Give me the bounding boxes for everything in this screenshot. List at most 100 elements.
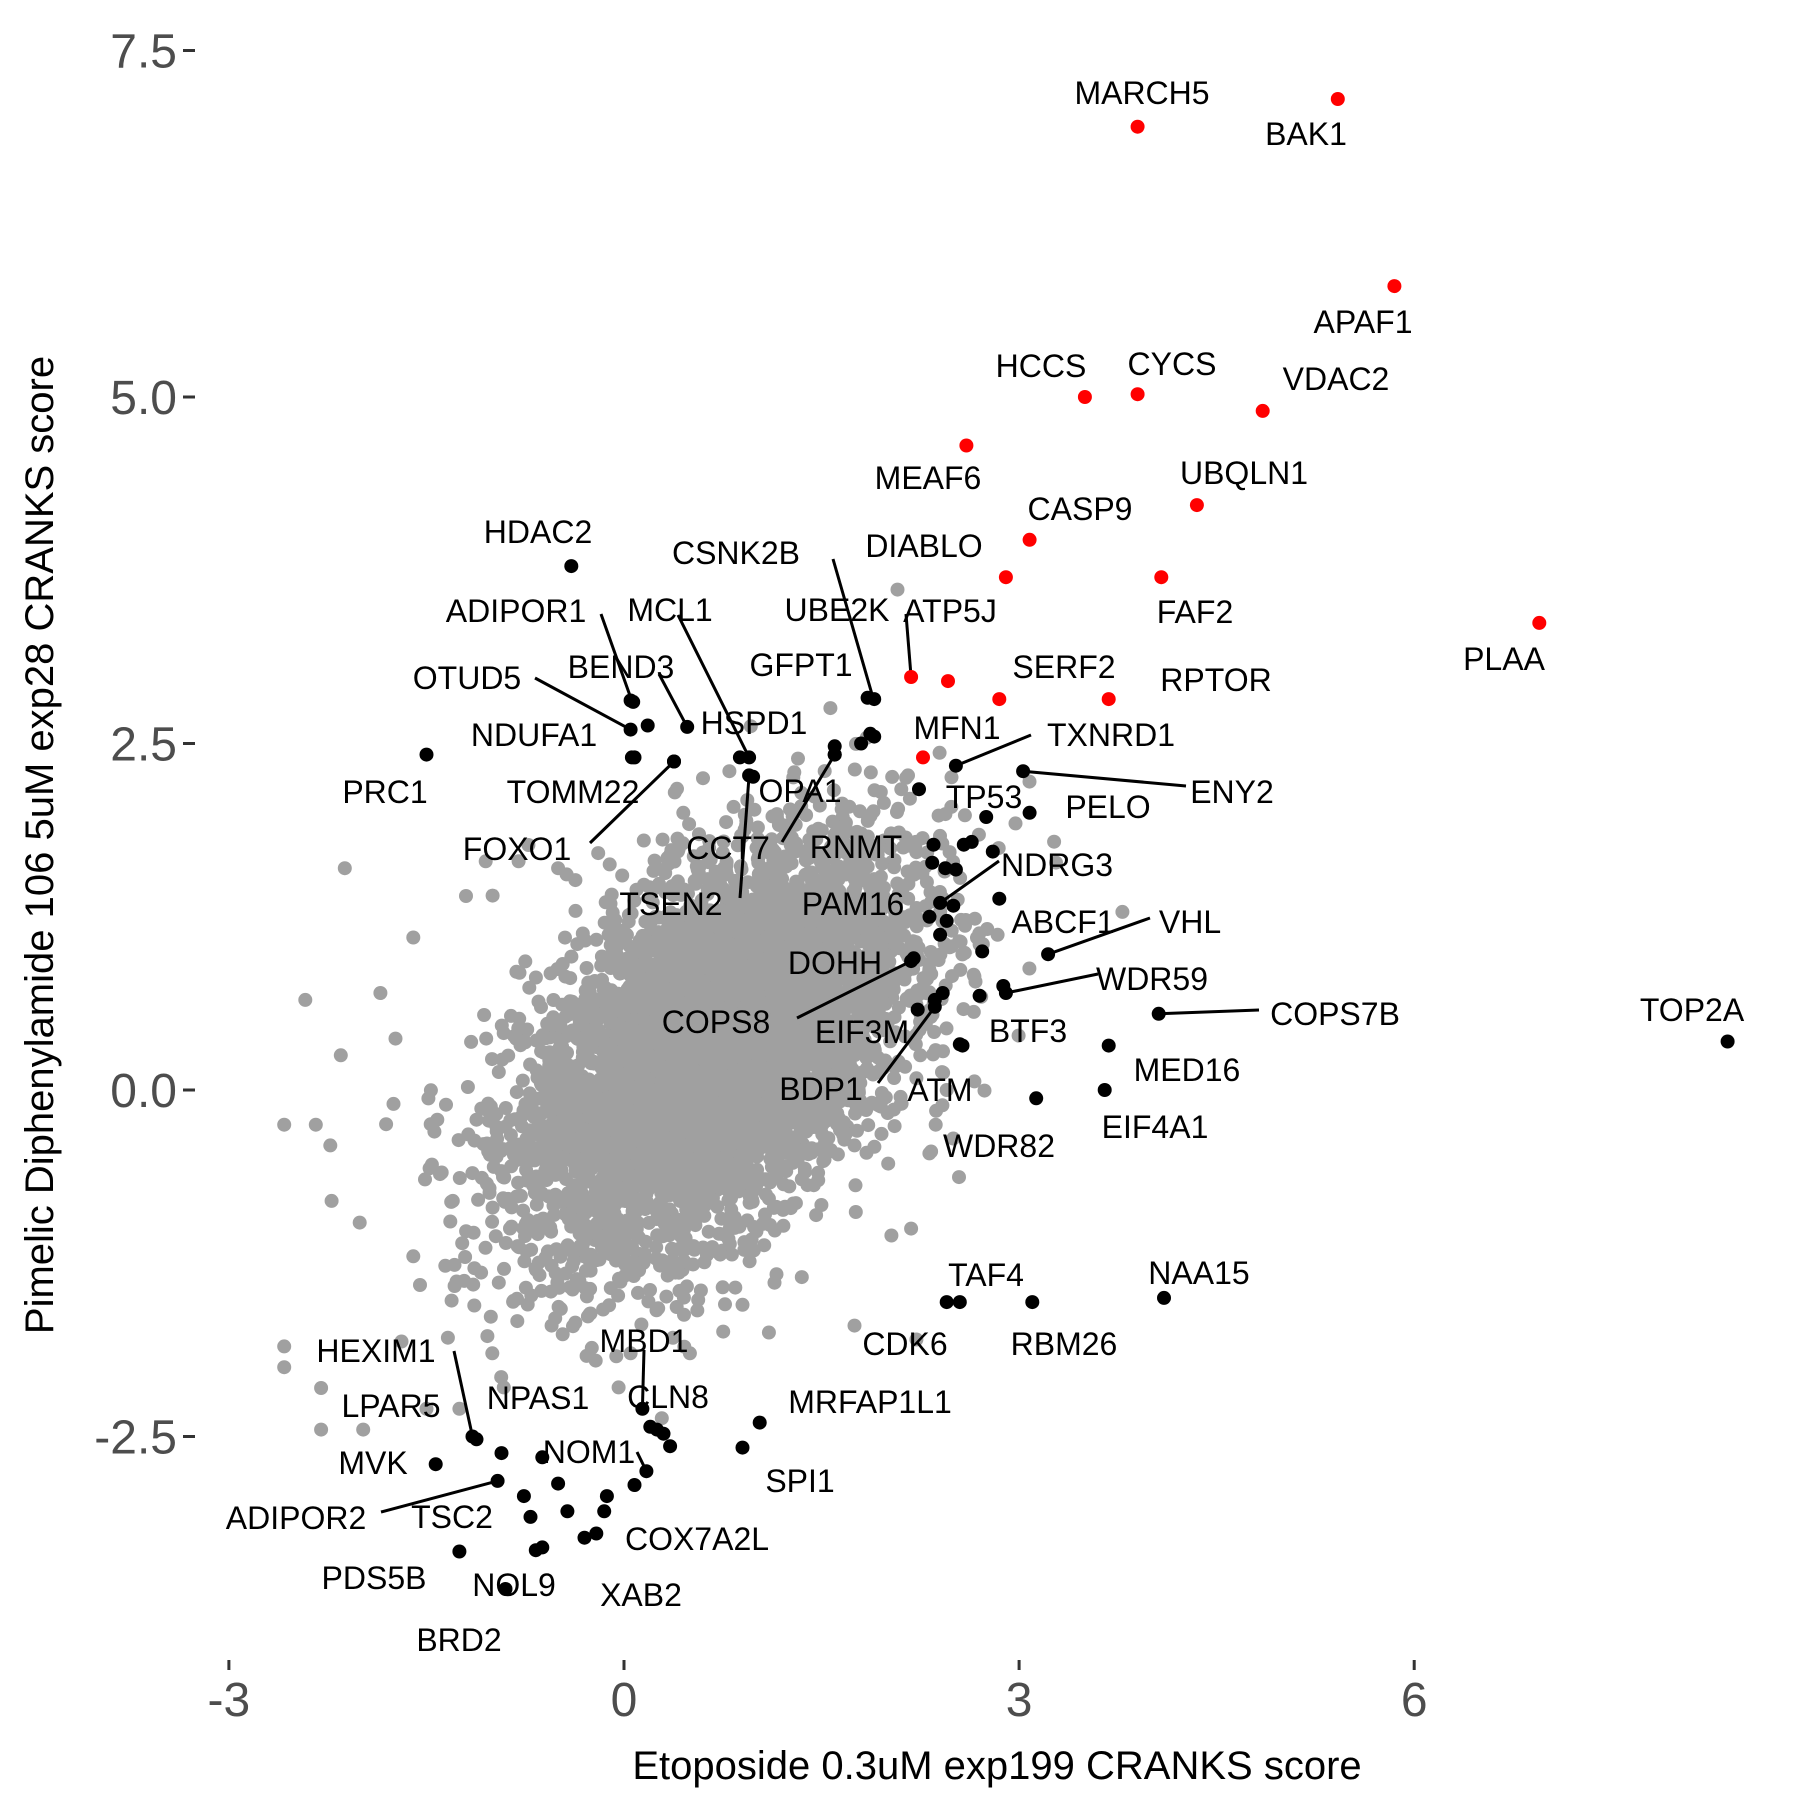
background-point: [692, 827, 706, 842]
background-point: [1049, 855, 1063, 870]
background-point: [578, 991, 593, 1006]
background-point: [990, 927, 1005, 942]
background-point: [783, 838, 798, 852]
background-point: [602, 857, 617, 872]
background-point: [952, 1170, 966, 1185]
background-point: [944, 770, 959, 785]
background-point: [641, 1294, 656, 1309]
background-point: [939, 1021, 954, 1036]
background-point: [1022, 961, 1037, 976]
background-point: [481, 1096, 496, 1111]
background-point: [824, 839, 838, 854]
background-point: [654, 1411, 669, 1426]
background-point: [532, 1268, 547, 1283]
background-point: [520, 1022, 535, 1037]
background-point: [823, 701, 838, 716]
background-point: [583, 1263, 598, 1278]
background-point-cloud: [277, 582, 1130, 1437]
background-point: [644, 943, 659, 958]
background-point: [625, 940, 640, 955]
background-point: [874, 1126, 889, 1141]
background-point: [433, 1167, 447, 1182]
background-point: [498, 1236, 513, 1250]
background-point: [967, 1074, 982, 1089]
background-point: [616, 1041, 631, 1056]
background-point: [870, 844, 885, 859]
background-point: [967, 969, 982, 984]
background-point: [830, 1106, 845, 1121]
background-point: [918, 899, 933, 914]
background-point: [812, 798, 827, 813]
background-point: [677, 882, 691, 897]
background-point: [674, 1229, 688, 1244]
background-point: [868, 1096, 883, 1111]
background-point: [509, 964, 524, 979]
background-point: [483, 1309, 498, 1324]
background-point: [535, 1068, 550, 1083]
background-point: [631, 1230, 646, 1245]
background-point: [733, 859, 748, 874]
background-point: [873, 869, 888, 884]
background-point: [613, 1274, 628, 1289]
background-point: [518, 954, 533, 969]
background-point: [561, 1117, 576, 1132]
background-point: [721, 1232, 736, 1246]
background-point: [796, 1142, 811, 1157]
background-point: [547, 1069, 562, 1084]
background-point: [867, 1040, 882, 1055]
background-point: [743, 719, 758, 734]
background-point: [724, 1247, 739, 1262]
background-point: [967, 911, 982, 926]
background-point: [444, 1293, 459, 1308]
background-point: [697, 1255, 712, 1270]
background-point: [665, 1330, 680, 1345]
background-point: [540, 1016, 555, 1031]
background-point: [447, 1257, 462, 1272]
background-point: [602, 1225, 617, 1240]
background-point: [517, 1254, 532, 1269]
background-point: [861, 1118, 876, 1133]
background-point: [878, 996, 893, 1011]
background-point: [563, 971, 578, 986]
background-point: [504, 1159, 519, 1174]
background-point: [570, 937, 585, 952]
background-point: [670, 781, 684, 796]
background-point: [531, 1255, 546, 1270]
background-point: [782, 1179, 797, 1194]
background-point: [887, 1119, 902, 1134]
background-point: [480, 1329, 495, 1344]
background-point: [615, 868, 630, 883]
background-point: [477, 1008, 492, 1022]
background-point: [447, 1279, 462, 1293]
background-point: [528, 1107, 543, 1122]
background-point: [589, 932, 604, 947]
background-point: [379, 1117, 394, 1132]
background-point: [1011, 1028, 1026, 1043]
background-point: [478, 1240, 493, 1255]
background-point: [719, 815, 734, 830]
background-point: [728, 1280, 743, 1295]
background-point: [519, 1163, 534, 1177]
background-point: [608, 913, 623, 927]
background-point: [977, 1083, 992, 1098]
background-point: [909, 1071, 924, 1086]
background-point: [926, 1047, 941, 1062]
background-point: [479, 1176, 494, 1191]
background-point: [568, 903, 583, 918]
background-point: [885, 769, 900, 784]
background-point: [597, 915, 612, 930]
background-point: [942, 845, 957, 860]
background-point: [655, 832, 670, 847]
background-point: [646, 863, 661, 878]
background-point: [439, 1097, 453, 1112]
background-point: [467, 1261, 482, 1276]
background-point: [932, 745, 947, 760]
background-point: [760, 835, 775, 850]
background-point: [515, 1073, 530, 1088]
background-point: [1047, 834, 1062, 849]
background-point: [758, 1207, 772, 1222]
background-point: [427, 1124, 442, 1139]
background-point: [665, 879, 679, 894]
background-point: [471, 1192, 486, 1207]
